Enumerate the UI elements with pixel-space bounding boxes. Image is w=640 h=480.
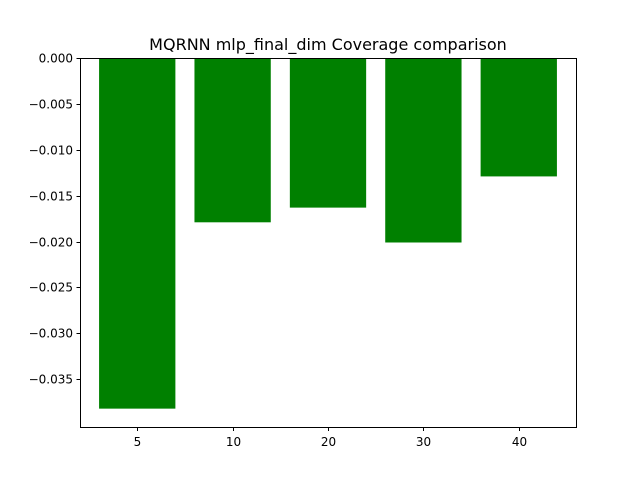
y-tick-label: −0.010 xyxy=(29,144,73,158)
y-tick-label: −0.035 xyxy=(29,373,73,387)
y-tick-label: −0.005 xyxy=(29,98,73,112)
y-tick-label: −0.015 xyxy=(29,190,73,204)
bars-group xyxy=(99,58,557,409)
x-axis: 5 10 20 30 40 xyxy=(134,427,527,449)
x-tick-label: 5 xyxy=(134,435,142,449)
y-tick-label: −0.025 xyxy=(29,281,73,295)
y-tick-label: 0.000 xyxy=(39,52,73,66)
x-tick-label: 30 xyxy=(416,435,431,449)
bar-30 xyxy=(385,58,462,243)
bar-5 xyxy=(99,58,176,409)
x-tick-label: 20 xyxy=(321,435,336,449)
y-tick-label: −0.020 xyxy=(29,236,73,250)
bar-20 xyxy=(289,58,367,208)
y-tick-label: −0.030 xyxy=(29,327,73,341)
x-tick-label: 10 xyxy=(226,435,241,449)
bar-40 xyxy=(480,58,557,177)
y-axis: 0.000 −0.005 −0.010 −0.015 −0.020 −0.025 −0.03… xyxy=(29,52,81,387)
chart-title: MQRNN mlp_final_dim Coverage comparison xyxy=(149,35,507,55)
bar-10 xyxy=(194,58,271,223)
x-tick-label: 40 xyxy=(512,435,527,449)
